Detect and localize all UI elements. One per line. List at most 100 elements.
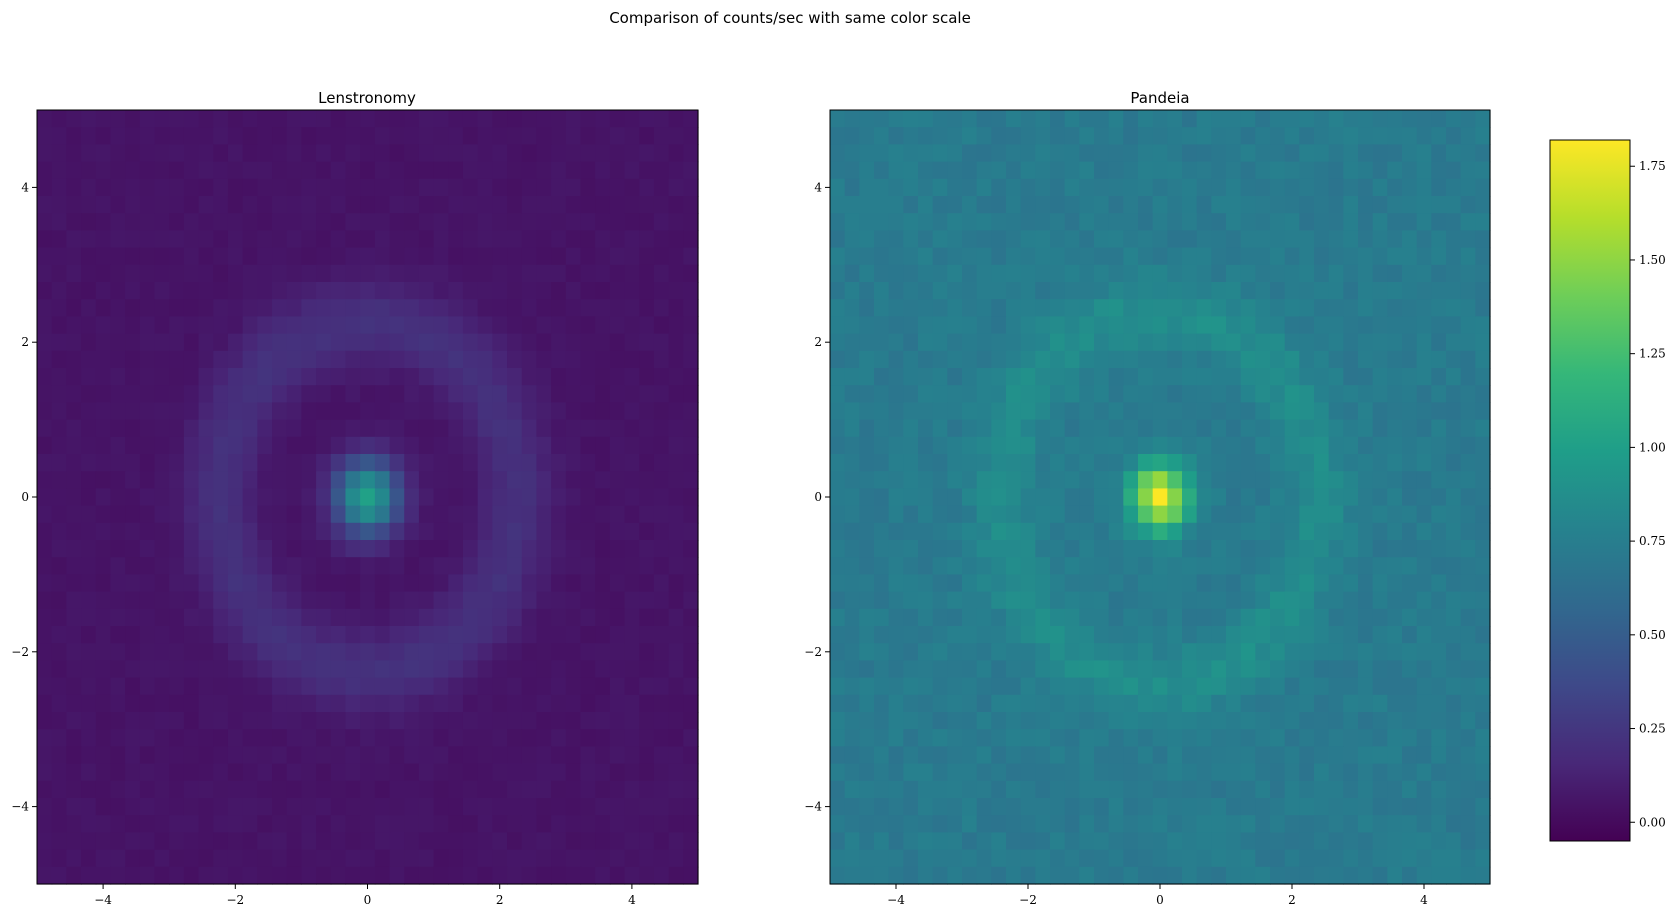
heatmap-cell [1446,591,1462,610]
heatmap-cell [565,832,582,851]
heatmap-cell [551,574,567,593]
heatmap-cell [668,746,684,765]
heatmap-cell [1328,419,1344,438]
heatmap-cell [213,643,229,661]
heatmap-cell [903,574,919,593]
heatmap-cell [1284,849,1300,868]
heatmap-cell [154,488,170,507]
heatmap-cell [683,694,699,713]
heatmap-cell [1226,694,1242,713]
heatmap-cell [624,299,640,317]
heatmap-cell [1416,712,1432,730]
heatmap-cell [1431,591,1447,610]
heatmap-cell [1358,436,1374,455]
heatmap-cell [653,643,670,661]
heatmap-cell [286,230,302,249]
heatmap-cell [1138,161,1154,180]
heatmap-cell [272,643,288,661]
heatmap-cell [360,196,376,214]
heatmap-cell [639,505,655,524]
heatmap-cell [918,264,934,283]
heatmap-cell [507,798,523,816]
heatmap-cell [874,677,890,696]
heatmap-cell [565,282,582,300]
heatmap-cell [918,316,934,335]
heatmap-cell [242,729,258,747]
heatmap-cell [1050,712,1066,730]
heatmap-cell [360,849,376,868]
heatmap-cell [1108,763,1124,782]
heatmap-cell [169,350,185,369]
heatmap-cell [125,488,141,507]
heatmap-cell [683,196,699,214]
heatmap-cell [903,316,919,335]
heatmap-cell [462,402,479,421]
heatmap-cell [507,230,523,249]
heatmap-cell [213,780,229,799]
heatmap-cell [1152,488,1168,507]
heatmap-cell [521,763,538,782]
heatmap-cell [1123,557,1139,575]
heatmap-cell [1152,763,1168,782]
heatmap-cell [1270,694,1286,713]
heatmap-cell [1270,368,1286,386]
heatmap-cell [551,505,567,524]
heatmap-cell [374,849,391,868]
heatmap-cell [286,849,302,868]
heatmap-cell [683,557,699,575]
heatmap-cell [1006,849,1022,868]
heatmap-cell [1020,436,1036,455]
heatmap-cell [125,368,141,386]
heatmap-cell [360,488,376,507]
heatmap-cell [1402,677,1418,696]
heatmap-cell [139,213,156,231]
heatmap-cell [1270,213,1286,231]
heatmap-cell [110,763,126,782]
heatmap-cell [154,161,170,180]
heatmap-cell [1416,333,1432,352]
heatmap-cell [477,350,493,369]
heatmap-cell [565,316,582,335]
heatmap-cell [198,161,214,180]
heatmap-cell [51,247,67,266]
heatmap-cell [859,626,875,644]
heatmap-cell [418,333,435,352]
heatmap-cell [1020,866,1036,885]
y-tick-label: 2 [814,335,822,349]
heatmap-cell [918,746,934,765]
heatmap-cell [1108,746,1124,765]
heatmap-cell [653,247,670,266]
heatmap-cell [1255,780,1271,799]
heatmap-cell [844,746,860,765]
heatmap-cell [903,333,919,352]
heatmap-cell [81,213,97,231]
heatmap-cell [418,110,435,128]
heatmap-cell [1152,178,1168,197]
heatmap-cell [918,213,934,231]
heatmap-cell [1079,316,1095,335]
heatmap-cell [330,127,347,145]
heatmap-cell [932,247,948,266]
heatmap-cell [110,815,126,833]
heatmap-cell [37,316,53,335]
heatmap-cell [66,419,82,438]
heatmap-cell [962,178,978,197]
heatmap-cell [125,815,141,833]
heatmap-cell [668,780,684,799]
heatmap-cell [918,849,934,868]
heatmap-cell [1035,436,1051,455]
heatmap-cell [139,677,156,696]
heatmap-cell [227,454,244,472]
heatmap-cell [345,505,361,524]
heatmap-cell [110,780,126,799]
heatmap-cell [1240,299,1256,317]
heatmap-cell [1431,196,1447,214]
heatmap-cell [1328,333,1344,352]
heatmap-cell [1314,746,1330,765]
heatmap-cell [66,677,82,696]
heatmap-cell [1006,608,1022,627]
heatmap-cell [1387,694,1403,713]
heatmap-cell [1006,574,1022,593]
heatmap-cell [1314,712,1330,730]
heatmap-cell [462,350,479,369]
